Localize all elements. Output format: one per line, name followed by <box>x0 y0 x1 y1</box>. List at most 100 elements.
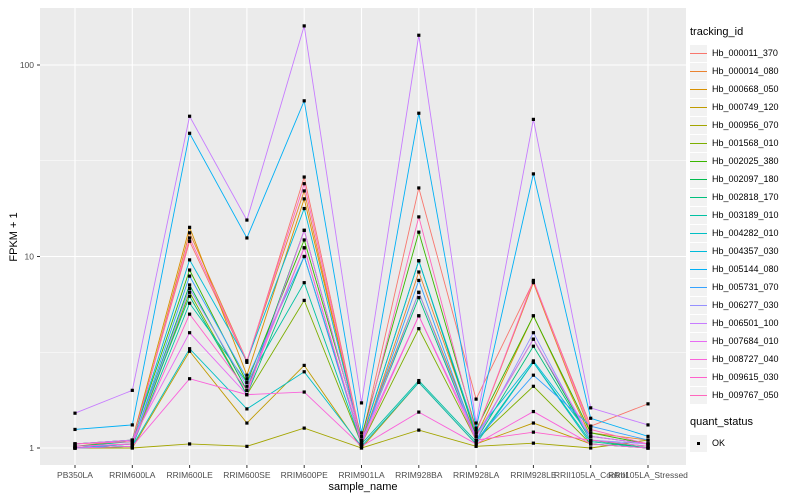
data-point <box>589 427 593 432</box>
legend-item-label: Hb_000014_080 <box>712 66 779 76</box>
data-point <box>302 24 306 28</box>
legend-item-label: Hb_000749_120 <box>712 102 779 112</box>
data-point <box>188 349 192 353</box>
legend-item-label: Hb_006501_100 <box>712 318 779 328</box>
data-point <box>359 444 364 448</box>
data-point <box>531 409 535 414</box>
legend-key <box>690 170 707 188</box>
legend-item-label: Hb_005144_080 <box>712 264 779 274</box>
data-point <box>302 189 306 193</box>
data-point <box>188 114 192 118</box>
data-point <box>417 290 421 294</box>
data-point <box>73 442 77 446</box>
legend-key-line-icon <box>690 322 707 324</box>
data-point <box>531 359 535 363</box>
data-point <box>417 111 421 115</box>
legend-item-label: Hb_003189_010 <box>712 210 779 220</box>
data-point <box>474 431 478 435</box>
major-gridlines <box>40 8 686 465</box>
legend-key-line-icon <box>690 304 707 306</box>
legend-key-line-icon <box>690 232 707 234</box>
data-point <box>130 442 134 446</box>
data-point <box>245 407 249 411</box>
legend-item-label: Hb_007684_010 <box>712 336 779 346</box>
data-point <box>188 377 192 381</box>
legend-key <box>690 116 707 134</box>
data-point <box>302 175 306 179</box>
legend-key-line-icon <box>690 88 707 90</box>
data-point <box>302 238 306 242</box>
legend-key <box>690 296 707 314</box>
data-point <box>245 359 249 363</box>
legend-item: Hb_001568_010 <box>690 134 798 152</box>
data-point <box>245 393 249 397</box>
data-point <box>589 442 593 446</box>
shape-legend-item: OK <box>690 434 798 452</box>
data-point <box>531 430 535 434</box>
data-point <box>302 370 306 374</box>
data-point <box>417 327 421 331</box>
data-point <box>302 246 306 250</box>
data-points <box>73 24 650 450</box>
data-point <box>589 438 593 442</box>
legend-item: Hb_000956_070 <box>690 116 798 134</box>
data-point <box>474 434 478 438</box>
x-tick-labels: PB350LA RRIM600LA RRIM600LE RRIM600SE RRIM60… <box>57 470 688 480</box>
data-point <box>531 314 535 318</box>
data-point <box>245 421 249 425</box>
data-point <box>589 416 593 420</box>
legend-item: Hb_002025_380 <box>690 152 798 170</box>
legend-item-label: Hb_005731_070 <box>712 282 779 292</box>
color-legend-title: tracking_id <box>690 26 744 38</box>
data-point <box>359 442 364 446</box>
x-tick-label: RRIM600LE <box>166 470 213 480</box>
legend-key-line-icon <box>690 196 707 198</box>
legend-item: Hb_008727_040 <box>690 350 798 368</box>
data-point <box>130 444 134 448</box>
data-point <box>188 286 192 291</box>
legend-item-label: Hb_004282_010 <box>712 228 779 238</box>
data-point <box>302 363 306 367</box>
data-point <box>302 426 306 430</box>
legend-key <box>690 44 707 62</box>
data-point <box>188 225 192 229</box>
data-point <box>417 215 421 219</box>
data-point <box>589 406 593 410</box>
data-point <box>130 446 134 450</box>
legend-item: Hb_004282_010 <box>690 224 798 242</box>
data-point <box>302 206 306 211</box>
data-point <box>531 337 535 341</box>
data-point <box>531 373 535 377</box>
data-point <box>188 312 192 316</box>
legend-item-label: Hb_008727_040 <box>712 354 779 364</box>
data-point <box>188 294 192 298</box>
legend-key <box>690 434 707 452</box>
legend-key <box>690 278 707 296</box>
data-point <box>359 434 364 438</box>
legend-key <box>690 152 707 170</box>
data-point <box>302 390 306 394</box>
x-tick-label: RRIM901LA <box>338 470 385 480</box>
data-point <box>474 426 478 430</box>
data-point <box>188 274 192 278</box>
legend-item: Hb_006277_030 <box>690 296 798 314</box>
legend-key-line-icon <box>690 340 707 342</box>
data-point <box>417 259 421 263</box>
legend-item-label: Hb_000011_370 <box>712 48 778 58</box>
x-tick-label: PB350LA <box>57 470 93 480</box>
data-point <box>417 33 421 37</box>
data-point <box>474 438 478 442</box>
data-point <box>73 427 77 432</box>
data-point <box>302 182 306 186</box>
legend-item: Hb_003189_010 <box>690 206 798 224</box>
x-tick-label: RRII105LA_Stressed <box>608 470 688 480</box>
data-point <box>359 446 364 450</box>
square-point-icon <box>697 441 700 445</box>
data-point <box>188 231 192 235</box>
legend-key-line-icon <box>690 376 707 378</box>
legend-key <box>690 80 707 98</box>
data-point <box>245 377 249 381</box>
data-point <box>245 380 249 385</box>
legend-key-line-icon <box>690 178 707 180</box>
legend-key <box>690 242 707 260</box>
